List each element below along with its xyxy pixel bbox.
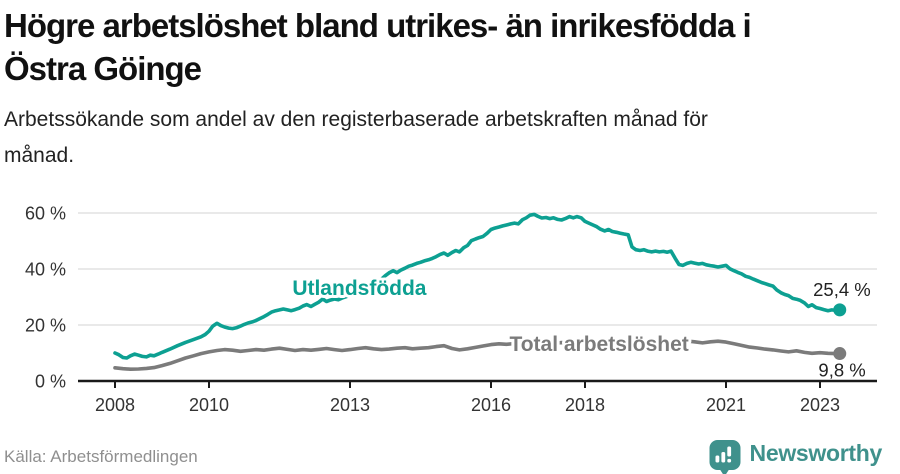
subtitle-line-2: månad.	[4, 144, 75, 167]
series-end-value-0: 25,4 %	[813, 279, 871, 300]
x-axis-label: 2013	[330, 395, 370, 415]
x-axis-label: 2008	[95, 395, 135, 415]
newsworthy-wordmark: Newsworthy	[749, 439, 883, 466]
series-end-dot-1	[833, 347, 847, 361]
title-line-2: Östra Göinge	[4, 50, 202, 87]
x-axis-label: 2021	[706, 395, 746, 415]
series-end-value-1: 9,8 %	[818, 360, 865, 381]
x-axis-label: 2018	[565, 395, 605, 415]
source-note: Källa: Arbetsförmedlingen	[4, 447, 198, 466]
title-line-1: Högre arbetslöshet bland utrikes- än inr…	[4, 7, 752, 44]
y-axis-label: 40 %	[25, 260, 66, 280]
y-axis-label: 20 %	[25, 316, 66, 336]
series-label-0: Utlandsfödda	[292, 277, 426, 300]
line-chart: 0 % 20 % 40 % 60 % 2008 2010 2013 2016 2018 2021 2…	[0, 180, 900, 425]
chart-subtitle: Arbetssökande som andel av den registerb…	[4, 102, 864, 174]
subtitle-line-1: Arbetssökande som andel av den registerb…	[4, 108, 708, 131]
newsworthy-logo: Newsworthy	[709, 438, 883, 474]
page-title: Högre arbetslöshet bland utrikes- än inr…	[4, 4, 884, 90]
line-chart-svg: 0 % 20 % 40 % 60 % 2008 2010 2013 2016 2018 2021 2…	[25, 204, 877, 415]
x-axis-label: 2016	[471, 395, 511, 415]
y-axis-label: 60 %	[25, 204, 66, 224]
x-axis-label: 2023	[800, 395, 840, 415]
series-label-1: Total arbetslöshet	[509, 333, 688, 356]
series-line-0	[113, 212, 842, 360]
y-axis-label: 0 %	[35, 372, 66, 392]
x-axis-label: 2010	[189, 395, 229, 415]
series-line-1	[113, 339, 842, 371]
series-end-dot-0	[833, 303, 847, 317]
newsworthy-speech-bubble-barchart-icon	[709, 440, 741, 474]
